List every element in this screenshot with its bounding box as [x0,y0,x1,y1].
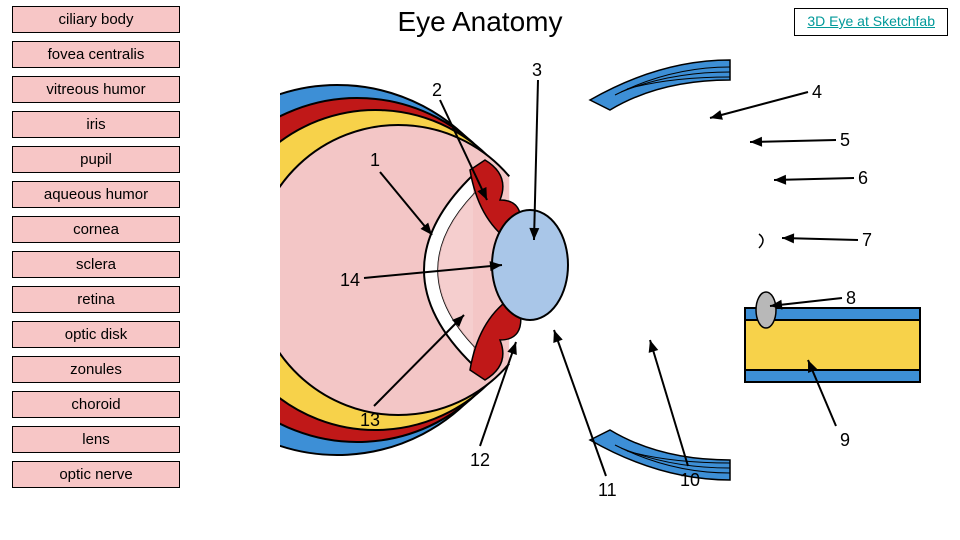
external-link-box: 3D Eye at Sketchfab [794,8,948,36]
term-list: ciliary body fovea centralis vitreous humo… [12,6,180,496]
term-aqueous-humor[interactable]: aqueous humor [12,181,180,208]
eye-diagram: 1234567891011121314 [280,40,930,530]
label-4: 4 [812,82,822,102]
sketchfab-link[interactable]: 3D Eye at Sketchfab [807,13,935,29]
term-cornea[interactable]: cornea [12,216,180,243]
label-9: 9 [840,430,850,450]
label-12: 12 [470,450,490,470]
label-10: 10 [680,470,700,490]
term-iris[interactable]: iris [12,111,180,138]
label-2: 2 [432,80,442,100]
label-1: 1 [370,150,380,170]
term-pupil[interactable]: pupil [12,146,180,173]
term-sclera[interactable]: sclera [12,251,180,278]
term-vitreous-humor[interactable]: vitreous humor [12,76,180,103]
term-retina[interactable]: retina [12,286,180,313]
term-optic-disk[interactable]: optic disk [12,321,180,348]
term-choroid[interactable]: choroid [12,391,180,418]
term-fovea-centralis[interactable]: fovea centralis [12,41,180,68]
term-ciliary-body[interactable]: ciliary body [12,6,180,33]
eye-svg: 1234567891011121314 [280,40,930,530]
label-3: 3 [532,60,542,80]
term-optic-nerve[interactable]: optic nerve [12,461,180,488]
label-13: 13 [360,410,380,430]
label-7: 7 [862,230,872,250]
term-lens[interactable]: lens [12,426,180,453]
label-11: 11 [598,480,617,500]
label-14: 14 [340,270,360,290]
label-6: 6 [858,168,868,188]
label-5: 5 [840,130,850,150]
label-8: 8 [846,288,856,308]
term-zonules[interactable]: zonules [12,356,180,383]
